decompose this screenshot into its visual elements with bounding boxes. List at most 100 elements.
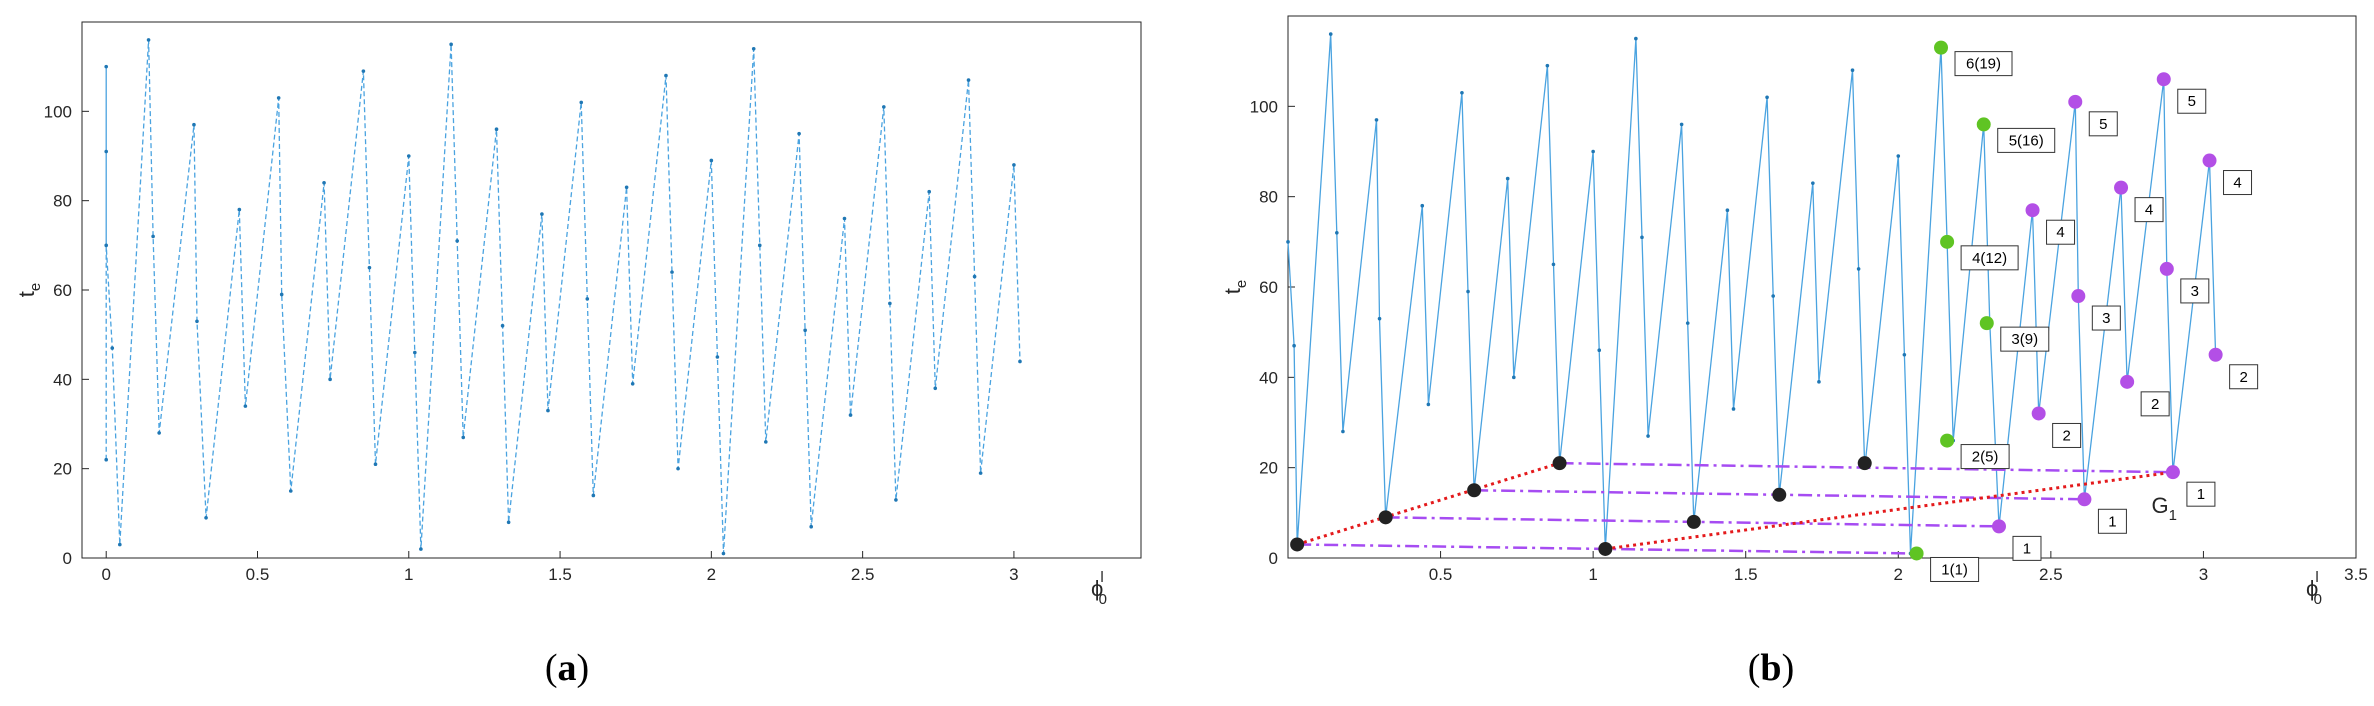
black-marker <box>1378 510 1393 525</box>
y-tick-label: 100 <box>1250 97 1278 116</box>
purple-marker <box>2068 94 2083 109</box>
data-point <box>1725 208 1730 213</box>
x-tick-label: 3.5 <box>2344 565 2368 584</box>
data-point <box>842 216 847 221</box>
purple-marker-label: 4 <box>2145 202 2153 219</box>
data-point <box>1685 321 1690 325</box>
panel-label-a: (a) <box>545 647 589 689</box>
data-point <box>406 154 411 158</box>
data-point <box>591 493 596 498</box>
data-point <box>585 297 590 301</box>
data-point <box>927 189 931 194</box>
y-tick-label: 20 <box>1259 459 1278 478</box>
data-point <box>664 73 668 78</box>
data-point <box>1679 122 1684 127</box>
green-marker-label-box <box>1960 245 2019 271</box>
purple-marker-label-box <box>2091 305 2121 331</box>
data-point <box>1896 154 1901 158</box>
y-axis-label: te <box>1220 280 1250 294</box>
data-point <box>721 551 726 556</box>
data-point <box>455 239 459 243</box>
data-point <box>1018 359 1022 364</box>
data-point <box>670 270 674 274</box>
x-tick-label: 3 <box>2199 565 2208 584</box>
x-tick-label: 2.5 <box>851 565 875 584</box>
dotted-trend-line <box>1296 461 1561 546</box>
y-tick-label: 0 <box>1269 549 1278 568</box>
green-marker-label: 1(1) <box>1941 561 1968 578</box>
data-point <box>715 355 720 359</box>
data-point <box>540 212 544 216</box>
purple-marker <box>2114 180 2129 195</box>
data-point <box>1505 176 1510 181</box>
data-point <box>328 377 332 382</box>
black-marker <box>1598 541 1613 556</box>
data-point <box>243 404 248 408</box>
green-marker <box>1940 234 1955 249</box>
data-point <box>506 520 511 525</box>
purple-marker-label-box <box>2177 88 2207 114</box>
data-point <box>624 185 629 190</box>
green-marker <box>1976 117 1991 132</box>
purple-marker <box>2159 261 2174 276</box>
purple-marker <box>2165 465 2180 480</box>
purple-marker <box>2077 492 2092 507</box>
green-marker-label-box <box>1930 556 1980 582</box>
axes-frame <box>81 21 1142 559</box>
data-point <box>1328 32 1333 36</box>
purple-marker <box>2071 289 2086 304</box>
y-tick-label: 60 <box>1259 278 1278 297</box>
data-point <box>276 96 281 100</box>
purple-marker-label-box <box>2180 278 2210 304</box>
data-point <box>361 69 366 73</box>
y-tick-label: 100 <box>44 102 72 121</box>
data-point <box>1597 348 1602 353</box>
data-point <box>322 181 326 185</box>
purple-marker-label: 2 <box>2239 369 2247 386</box>
purple-marker-label-box <box>2140 391 2170 417</box>
x-tick-label: 1.5 <box>548 565 572 584</box>
data-point <box>1731 407 1736 411</box>
data-point <box>803 328 807 333</box>
purple-marker-label: 4 <box>2056 224 2064 241</box>
purple-marker-label: 4 <box>2233 175 2241 192</box>
purple-marker <box>2031 406 2046 421</box>
green-marker-label: 4(12) <box>1972 250 2007 267</box>
data-point <box>709 158 714 163</box>
x-axis-label: ϕl 0 <box>1091 569 1107 608</box>
data-point <box>461 435 466 440</box>
data-point <box>546 408 550 413</box>
green-marker-label: 3(9) <box>2011 331 2038 348</box>
purple-marker-label: 3 <box>2191 283 2199 300</box>
y-tick-label: 20 <box>53 460 72 479</box>
purple-marker-label-box <box>2046 219 2076 245</box>
purple-marker-label: 2 <box>2062 427 2070 444</box>
data-point <box>157 431 161 435</box>
data-point <box>449 42 453 47</box>
data-point <box>279 292 284 297</box>
data-point <box>1902 352 1907 357</box>
y-tick-label: 40 <box>1259 368 1278 387</box>
data-point <box>978 471 983 475</box>
x-tick-label: 1 <box>1588 565 1597 584</box>
x-tick-label: 2 <box>1894 565 1903 584</box>
data-point <box>966 78 971 82</box>
purple-marker <box>2208 347 2223 362</box>
data-point <box>1646 434 1650 438</box>
data-point <box>1765 95 1769 100</box>
data-point <box>1856 267 1861 271</box>
data-point <box>676 466 680 471</box>
purple-marker <box>2120 374 2135 389</box>
panel-label-b: (b) <box>1748 647 1794 689</box>
data-point <box>809 524 813 529</box>
data-point <box>1591 149 1595 154</box>
purple-marker <box>2156 72 2171 87</box>
data-point <box>1377 316 1382 321</box>
data-point <box>195 319 199 324</box>
data-point <box>757 243 762 248</box>
y-tick-label: 80 <box>53 192 72 211</box>
purple-marker-label-box <box>2052 422 2082 448</box>
purple-marker <box>2202 153 2217 168</box>
green-marker-label-box <box>1954 51 2013 77</box>
